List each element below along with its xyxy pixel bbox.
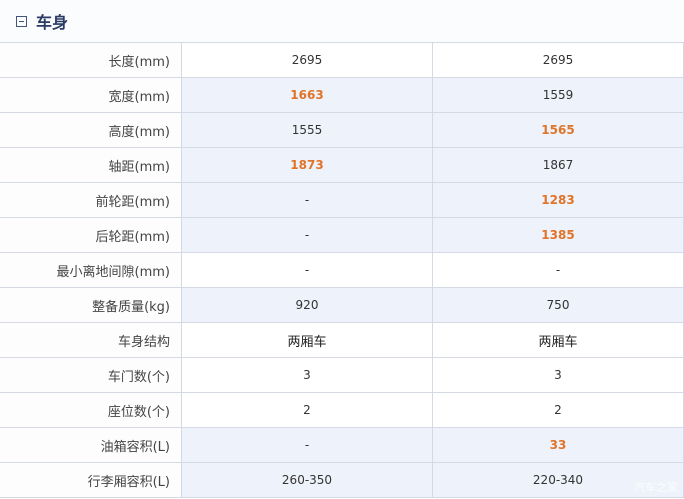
spec-value: 260-350 — [181, 462, 433, 498]
spec-value: 1867 — [432, 147, 684, 183]
spec-value: 两厢车 — [181, 322, 433, 358]
spec-label: 前轮距(mm) — [0, 182, 182, 218]
spec-value: 1873 — [181, 147, 433, 183]
spec-value: 1663 — [181, 77, 433, 113]
spec-value: 1283 — [432, 182, 684, 218]
spec-label: 高度(mm) — [0, 112, 182, 148]
section-header[interactable]: 车身 — [0, 0, 684, 42]
spec-value: 920 — [181, 287, 433, 323]
spec-row: 轴距(mm) 1873 1867 — [0, 147, 684, 183]
spec-value: 3 — [432, 357, 684, 393]
spec-row: 长度(mm) 2695 2695 — [0, 42, 684, 78]
spec-row: 行李厢容积(L) 260-350 220-340 — [0, 462, 684, 498]
spec-label: 最小离地间隙(mm) — [0, 252, 182, 288]
spec-value: 33 — [432, 427, 684, 463]
spec-value: 2695 — [432, 42, 684, 78]
spec-row: 整备质量(kg) 920 750 — [0, 287, 684, 323]
spec-value: 2 — [432, 392, 684, 428]
spec-value: 3 — [181, 357, 433, 393]
spec-label: 行李厢容积(L) — [0, 462, 182, 498]
spec-row: 最小离地间隙(mm) - - — [0, 252, 684, 288]
spec-label: 车身结构 — [0, 322, 182, 358]
spec-label: 轴距(mm) — [0, 147, 182, 183]
spec-row: 座位数(个) 2 2 — [0, 392, 684, 428]
spec-value: - — [181, 427, 433, 463]
spec-value: 两厢车 — [432, 322, 684, 358]
spec-label: 油箱容积(L) — [0, 427, 182, 463]
watermark: 汽车之家 — [634, 481, 678, 494]
spec-value: 1555 — [181, 112, 433, 148]
spec-value: - — [181, 217, 433, 253]
spec-value: 1385 — [432, 217, 684, 253]
spec-row: 车身结构 两厢车 两厢车 — [0, 322, 684, 358]
spec-row: 前轮距(mm) -1283 — [0, 182, 684, 218]
spec-value: - — [432, 252, 684, 288]
spec-value: - — [181, 252, 433, 288]
spec-value: 2 — [181, 392, 433, 428]
collapse-minus-icon[interactable] — [16, 15, 27, 27]
spec-label: 整备质量(kg) — [0, 287, 182, 323]
spec-label: 后轮距(mm) — [0, 217, 182, 253]
spec-label: 长度(mm) — [0, 42, 182, 78]
spec-value: 1559 — [432, 77, 684, 113]
spec-row: 车门数(个) 3 3 — [0, 357, 684, 393]
section-title: 车身 — [36, 13, 69, 32]
spec-label: 车门数(个) — [0, 357, 182, 393]
spec-label: 座位数(个) — [0, 392, 182, 428]
spec-value: - — [181, 182, 433, 218]
spec-value: 750 — [432, 287, 684, 323]
spec-value: 220-340 — [432, 462, 684, 498]
spec-label: 宽度(mm) — [0, 77, 182, 113]
spec-value: 1565 — [432, 112, 684, 148]
spec-table: 长度(mm) 2695 2695 宽度(mm) 1663 1559 高度(mm) 1555 15… — [0, 42, 684, 498]
spec-value: 2695 — [181, 42, 433, 78]
spec-row: 后轮距(mm) -1385 — [0, 217, 684, 253]
spec-row: 油箱容积(L) -33 — [0, 427, 684, 463]
spec-row: 高度(mm) 1555 1565 — [0, 112, 684, 148]
spec-row: 宽度(mm) 1663 1559 — [0, 77, 684, 113]
